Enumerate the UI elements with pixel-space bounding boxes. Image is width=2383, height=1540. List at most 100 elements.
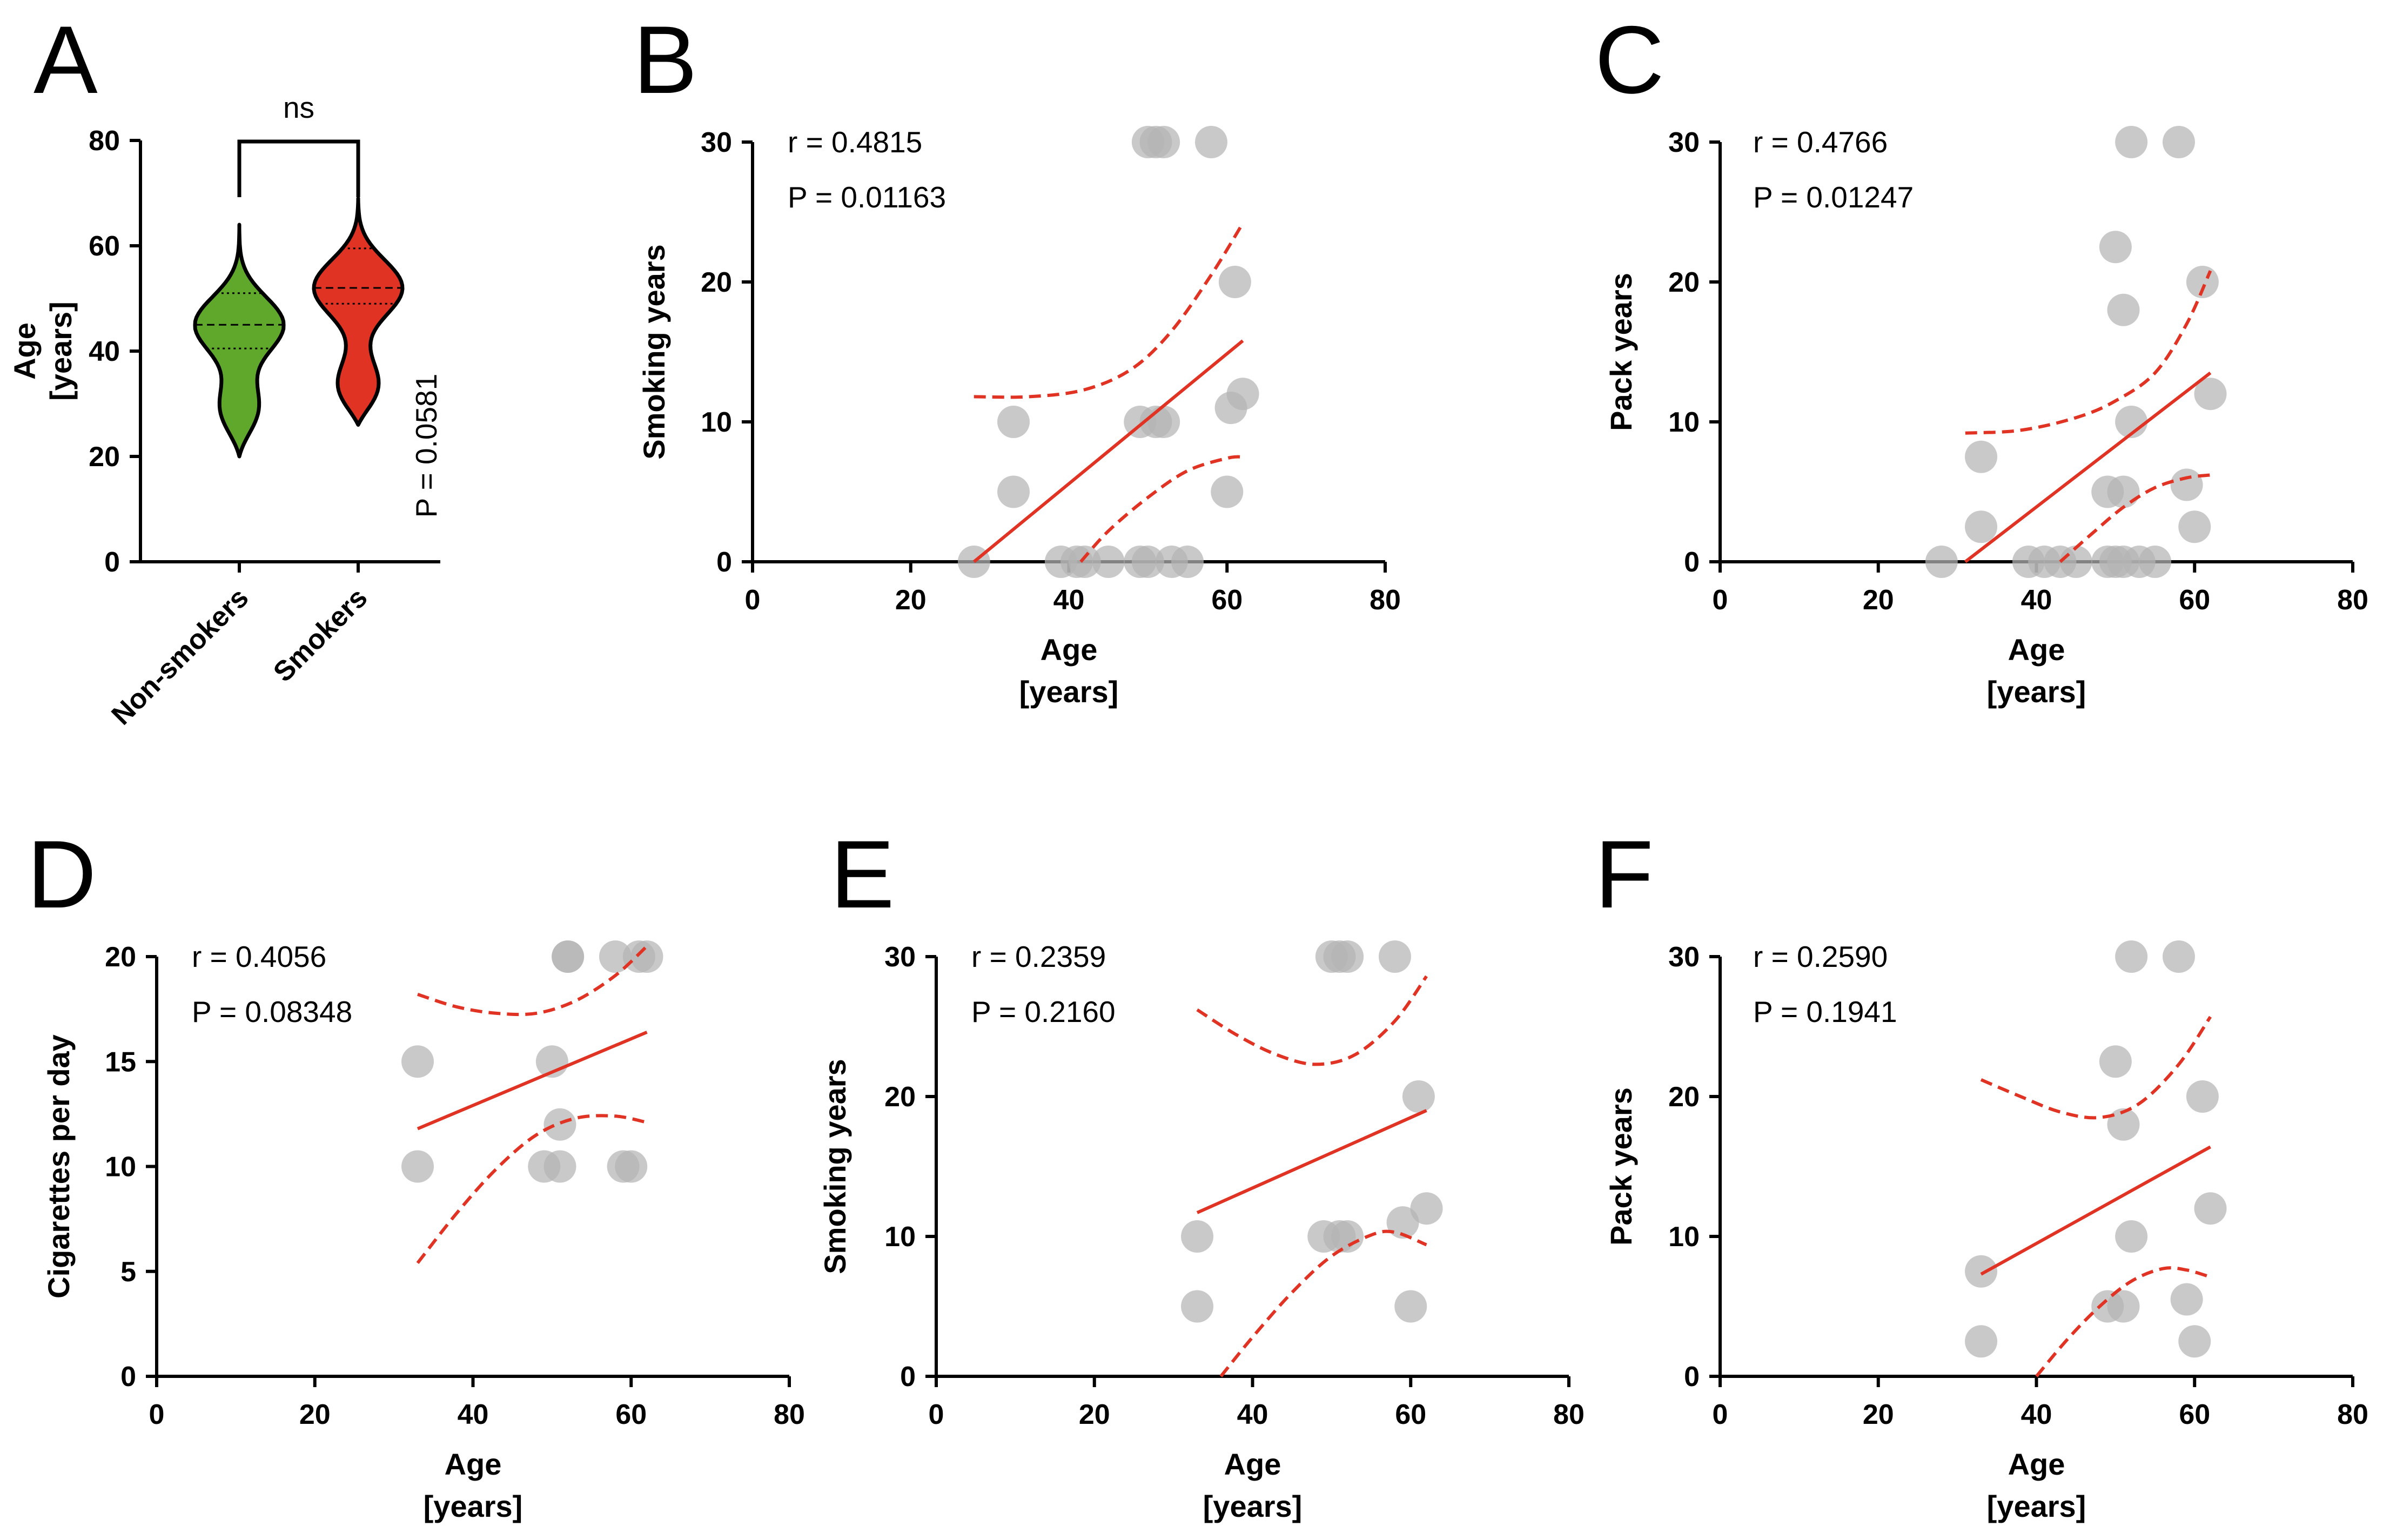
data-point (1211, 475, 1244, 508)
panel-d: D 0 20 40 60 80 0 5 10 15 20 Age [years] Cigarettes p… (27, 821, 805, 1523)
x-tick-label: 60 (615, 1399, 647, 1430)
x-axis-title: Age (2008, 1447, 2065, 1481)
data-point (1394, 1290, 1427, 1323)
data-point (2115, 1220, 2148, 1253)
x-tick-label: 40 (2021, 584, 2052, 616)
data-point (2059, 546, 2092, 578)
data-point (2170, 468, 2203, 501)
x-tick-label: 0 (149, 1399, 165, 1430)
correlation-r-label: r = 0.4056 (192, 940, 326, 973)
confidence-band-lower (416, 1114, 648, 1265)
significance-bracket (237, 139, 360, 197)
y-axis-title: Cigarettes per day (42, 1034, 76, 1299)
data-point (2107, 293, 2140, 326)
y-tick-label: 20 (105, 942, 136, 973)
x-tick-label: 20 (1079, 1399, 1110, 1430)
x-tick-label: 60 (1395, 1399, 1426, 1430)
confidence-band-upper (974, 222, 1245, 399)
y-tick-label: 10 (1668, 407, 1700, 438)
panel-a: A 0 20 40 60 80 Age [years] Non-smokers Smokers ns… (8, 6, 443, 731)
x-tick-label: 40 (2021, 1399, 2052, 1430)
x-category-label: Smokers (267, 582, 373, 688)
panel-letter: C (1595, 6, 1664, 113)
x-tick-label: 40 (1237, 1399, 1268, 1430)
data-point (2194, 1192, 2227, 1225)
data-point (2186, 1080, 2219, 1113)
y-axis-title: Pack years (1604, 1087, 1638, 1246)
y-tick-label: 0 (120, 1361, 136, 1393)
x-tick-label: 20 (895, 584, 927, 616)
y-tick-label: 20 (89, 441, 120, 473)
x-tick-label: 60 (1211, 584, 1243, 616)
x-axis-title-unit: [years] (1987, 1489, 2086, 1523)
x-tick-label: 80 (1370, 584, 1401, 616)
data-point (1402, 1080, 1435, 1113)
y-tick-label: 0 (1684, 547, 1700, 578)
data-point (599, 940, 632, 973)
data-point (543, 1108, 576, 1141)
y-tick-label: 0 (900, 1361, 916, 1393)
data-point (1965, 440, 1998, 473)
data-point (1386, 1206, 1419, 1239)
data-point (2162, 126, 2195, 158)
x-axis-title-unit: [years] (1019, 675, 1119, 709)
panel-letter: A (33, 6, 98, 113)
data-point (1147, 126, 1180, 158)
panel-letter: B (633, 6, 697, 113)
data-point (2139, 546, 2172, 578)
violin-smokers (312, 196, 405, 427)
x-tick-label: 0 (1713, 1399, 1728, 1430)
confidence-band-lower (1219, 1229, 1427, 1377)
confidence-band-upper (417, 945, 648, 1017)
x-tick-label: 0 (1713, 584, 1728, 616)
regression-line (1964, 371, 2212, 563)
data-point (2178, 1325, 2211, 1358)
data-point (1218, 266, 1251, 298)
data-point (1925, 546, 1958, 578)
panel-c: C 0 20 40 60 80 0 10 20 30 Age [years] Pack years r =… (1595, 6, 2368, 709)
x-tick-label: 40 (1053, 584, 1085, 616)
y-tick-label: 10 (1668, 1221, 1700, 1253)
panel-f: F 0 20 40 60 80 0 10 20 30 Age [years] Pack years r =… (1595, 821, 2368, 1523)
data-point (2099, 1045, 2132, 1078)
y-tick-label: 60 (89, 231, 120, 262)
data-point (1092, 546, 1125, 578)
p-value-label: P = 0.01247 (1753, 180, 1914, 214)
data-point (2099, 231, 2132, 264)
p-value-label: P = 0.2160 (971, 995, 1116, 1028)
y-tick-label: 0 (104, 547, 120, 578)
data-point (997, 406, 1030, 438)
confidence-band-lower (1079, 455, 1243, 563)
data-point (1378, 940, 1411, 973)
confidence-band-upper (1965, 270, 2212, 435)
data-point (1131, 546, 1164, 578)
p-value-label: P = 0.08348 (192, 995, 352, 1028)
y-tick-label: 80 (89, 125, 120, 157)
data-point (1965, 1255, 1998, 1288)
y-tick-label: 30 (701, 127, 732, 158)
regression-line (972, 339, 1244, 563)
data-point (2107, 475, 2140, 508)
panel-letter: E (830, 821, 895, 928)
x-axis-title: Age (1224, 1447, 1281, 1481)
y-tick-label: 15 (105, 1046, 136, 1078)
y-tick-label: 5 (120, 1256, 136, 1288)
x-tick-label: 80 (2337, 584, 2368, 616)
regression-line (1196, 1109, 1427, 1214)
p-value-label: P = 0.01163 (788, 180, 946, 214)
data-point (401, 1045, 434, 1078)
data-point (401, 1150, 434, 1183)
y-tick-label: 30 (1668, 127, 1700, 158)
data-point (1194, 126, 1227, 158)
data-point (2194, 378, 2227, 411)
y-tick-label: 30 (1668, 942, 1700, 973)
data-point (2115, 126, 2148, 158)
y-tick-label: 10 (701, 407, 732, 438)
p-value-label: P = 0.1941 (1753, 995, 1897, 1028)
data-point (2107, 1290, 2140, 1323)
correlation-r-label: r = 0.2590 (1753, 940, 1888, 973)
data-point (1331, 1220, 1364, 1253)
data-point (615, 1150, 648, 1183)
x-tick-label: 80 (774, 1399, 805, 1430)
confidence-band-lower (2035, 1266, 2211, 1377)
